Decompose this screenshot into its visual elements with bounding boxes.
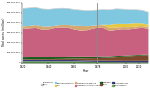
X-axis label: Year: Year [82,69,88,73]
Legend: Commodity, Other, Grassland/pasture, CRP, Cropland idle/fallow, Cropland used fo: Commodity, Other, Grassland/pasture, CRP… [41,82,129,86]
Y-axis label: Total acres (million): Total acres (million) [2,18,6,47]
